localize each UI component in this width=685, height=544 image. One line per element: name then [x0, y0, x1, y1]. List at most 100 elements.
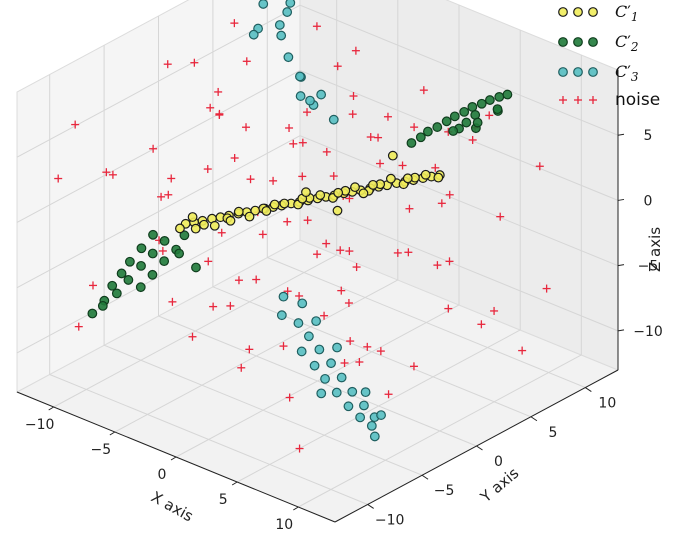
noise-point [303, 216, 312, 225]
noise-point [444, 304, 453, 313]
noise-point [496, 212, 505, 221]
grid-y [212, 0, 532, 418]
noise-point [234, 276, 243, 285]
z-tick-label: −5 [638, 259, 659, 275]
x-tick-label: −5 [91, 442, 112, 458]
noise-point [242, 123, 251, 132]
noise-point [345, 247, 354, 256]
noise-point [374, 133, 383, 142]
noise-point [393, 248, 402, 257]
y-tick-mark [421, 474, 429, 480]
noise-point [352, 263, 361, 272]
noise-point [245, 345, 254, 354]
cluster-3-point [359, 400, 369, 411]
noise-point [336, 246, 345, 255]
noise-point [108, 170, 117, 179]
legend-item-c1: C′1 [558, 2, 639, 24]
noise-point [215, 109, 224, 118]
cluster-2-point [107, 280, 118, 291]
noise-point [71, 120, 80, 129]
noise-point [258, 230, 267, 239]
noise-point [230, 19, 239, 28]
noise-point [477, 320, 486, 329]
legend-marker-dot [573, 7, 583, 17]
cluster-1-point [368, 179, 378, 190]
noise-point [226, 301, 235, 310]
noise-point [149, 144, 158, 153]
grid-y [266, 0, 586, 388]
z-tick-label: 0 [644, 193, 653, 209]
noise-point [285, 123, 294, 132]
data-points [54, 0, 551, 453]
cluster-3-point [316, 388, 327, 399]
cluster-3-point [295, 71, 305, 82]
noise-point [345, 194, 354, 203]
cluster-1-point [233, 206, 244, 217]
noise-point [242, 57, 251, 66]
cluster-3-point [332, 342, 342, 353]
noise-point [252, 275, 261, 284]
legend-marker-c3 [558, 67, 598, 77]
legend-marker-c1 [558, 7, 598, 17]
legend-marker-dot [574, 96, 582, 104]
z-tick-mark [617, 133, 625, 136]
cluster-3-point [316, 89, 327, 100]
cluster-1-point [350, 182, 360, 193]
noise-point [285, 393, 294, 402]
cluster-2-point [97, 300, 108, 311]
noise-point [164, 190, 173, 199]
noise-point [383, 112, 392, 121]
cluster-1-point [175, 223, 185, 234]
noise-point [203, 165, 212, 174]
svg-text:C′3: C′3 [615, 62, 639, 84]
grid-x [298, 55, 582, 508]
noise-point [366, 133, 375, 142]
cluster-1-point [301, 187, 311, 198]
grid-z [16, 135, 619, 289]
x-tick-mark [293, 506, 299, 511]
cluster-3-point [360, 387, 371, 398]
grid-z [16, 4, 619, 158]
cluster-2-point [179, 230, 190, 241]
legend-label-c3-sub: 3 [631, 70, 639, 84]
noise-point [431, 163, 440, 172]
noise-point [348, 110, 357, 119]
legend-item-c3: C′3 [558, 62, 639, 84]
cluster-2-point [472, 117, 483, 128]
y-tick-mark [530, 416, 538, 422]
legend-label-c2-prime: ′ [627, 32, 631, 51]
noise-point [398, 161, 407, 170]
y-tick-label: 10 [598, 396, 616, 412]
cluster-2-point [441, 116, 452, 127]
noise-point [102, 168, 111, 177]
noise-point [518, 346, 527, 355]
noise-point [344, 299, 353, 308]
cluster-2-point [449, 111, 460, 122]
noise-point [298, 172, 307, 181]
legend-label-noise: noise [615, 90, 660, 110]
noise-point [384, 390, 393, 399]
noise-point [409, 362, 418, 371]
cluster-3-point [376, 410, 386, 420]
cluster-2-point [494, 91, 505, 102]
noise-point [485, 111, 494, 120]
cluster-2-point [484, 95, 495, 105]
noise-point [246, 175, 255, 184]
noise-point [206, 103, 215, 112]
legend-label-c1-base: C [615, 2, 627, 21]
cluster-3-point [276, 310, 287, 321]
noise-point [490, 306, 499, 315]
cluster-1-point [433, 172, 444, 183]
noise-point [312, 22, 321, 31]
cluster-1-point [187, 212, 198, 222]
noise-point [279, 342, 288, 351]
y-tick-label: −5 [434, 483, 455, 499]
cluster-2-point [123, 275, 134, 285]
cluster-2-point [136, 260, 146, 271]
noise-point [445, 190, 454, 199]
cluster-3-point [314, 344, 325, 355]
legend-marker-dot [588, 67, 598, 77]
noise-point [320, 311, 329, 320]
noise-point [298, 138, 307, 147]
